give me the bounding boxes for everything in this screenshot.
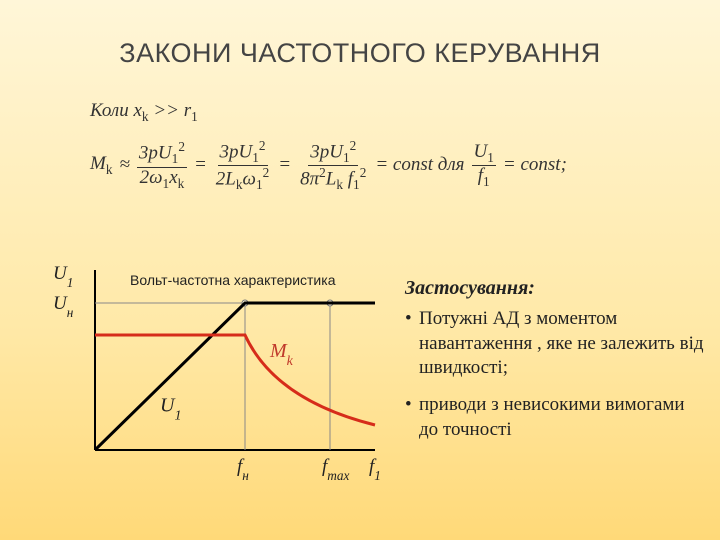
condition-line: Коли xk >> r1 <box>90 100 567 125</box>
eq-frac1: 3pU12 2ω1xk <box>137 140 187 190</box>
chart-caption: Вольт-частотна характеристика <box>130 272 336 288</box>
eq-frac3: 3pU12 8π2Lk f12 <box>298 139 368 192</box>
cond-rel: >> <box>149 100 184 121</box>
fn-label: fн <box>237 456 249 483</box>
apps-list: Потужні АД з моментом навантаження , яке… <box>405 307 705 442</box>
cond-rsub: 1 <box>191 109 198 124</box>
mk-label: Mk <box>269 340 294 369</box>
cond-x: x <box>133 100 141 121</box>
mk-curve <box>95 335 375 425</box>
eq-Mk: Mk <box>90 153 112 178</box>
u1-curve <box>95 303 375 450</box>
Un-label: Uн <box>53 293 74 320</box>
eq-eq1: = <box>194 154 207 176</box>
page-title: ЗАКОНИ ЧАСТОТНОГО КЕРУВАННЯ <box>0 38 720 69</box>
apps-item: приводи з невисокими вимогами до точност… <box>405 393 705 442</box>
eq-approx: ≈ <box>119 154 129 176</box>
vf-chart: Вольт-частотна характеристикаU1UнMkU1fнf… <box>75 275 395 480</box>
main-equation: Mk ≈ 3pU12 2ω1xk = 3pU12 2Lkω12 = 3pU12 … <box>90 139 567 192</box>
cond-xsub: k <box>142 109 149 124</box>
eq-const1: = const для <box>375 154 464 176</box>
apps-title: Застосування: <box>405 275 705 301</box>
formula-block: Коли xk >> r1 Mk ≈ 3pU12 2ω1xk = 3pU12 2… <box>90 100 567 192</box>
fmax-label: fmax <box>322 456 350 483</box>
u1-curve-label: U1 <box>160 395 181 424</box>
eq-const2: = const; <box>503 154 567 176</box>
eq-eq2: = <box>278 154 291 176</box>
f1-label: f1 <box>369 456 381 483</box>
eq-frac2: 3pU12 2Lkω12 <box>214 139 271 192</box>
cond-prefix: Коли <box>90 100 133 121</box>
y-axis-label: U1 <box>53 263 73 290</box>
apps-item: Потужні АД з моментом навантаження , яке… <box>405 307 705 381</box>
applications: Застосування: Потужні АД з моментом нава… <box>405 275 705 454</box>
cond-r: r <box>184 100 191 121</box>
eq-frac4: U1 f1 <box>472 142 496 189</box>
